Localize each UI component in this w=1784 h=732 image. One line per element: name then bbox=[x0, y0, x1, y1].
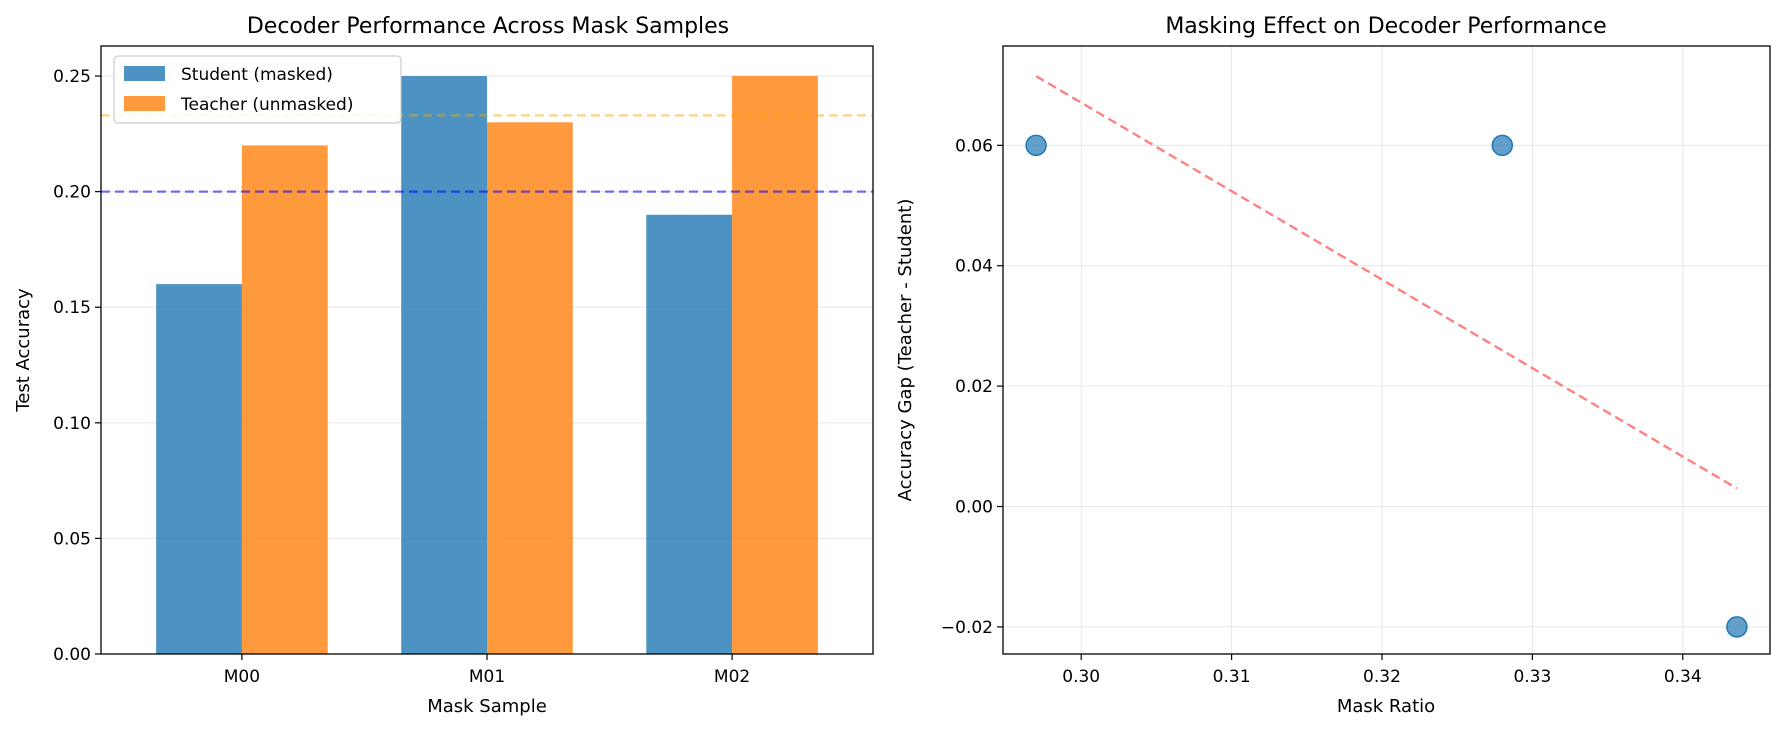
scatter-chart-frame bbox=[1002, 45, 1771, 655]
bar-chart-bars bbox=[156, 76, 818, 655]
bar-student-m02 bbox=[646, 214, 733, 655]
bar-chart-x-label: Mask Sample bbox=[427, 696, 547, 717]
scatter-chart-grid bbox=[1003, 46, 1770, 654]
bar-chart-title: Decoder Performance Across Mask Samples bbox=[247, 14, 729, 39]
legend-frame bbox=[113, 55, 402, 124]
scatter-chart-points bbox=[1025, 134, 1748, 638]
bar-x-tick-label: M02 bbox=[714, 667, 750, 687]
bar-x-tick-label: M00 bbox=[224, 667, 260, 687]
bar-teacher-m02 bbox=[732, 76, 818, 655]
bar-y-tick-label: 0.10 bbox=[53, 414, 91, 434]
legend-label-student: Student (masked) bbox=[181, 65, 333, 85]
bar-y-tick-label: 0.05 bbox=[53, 529, 91, 549]
bar-student-m01 bbox=[401, 76, 487, 655]
scatter-y-tick-label: −0.02 bbox=[941, 618, 993, 638]
scatter-point-2 bbox=[1726, 616, 1748, 638]
scatter-chart-trend-line bbox=[1035, 75, 1738, 490]
scatter-y-tick-label: 0.04 bbox=[955, 257, 993, 277]
bar-chart-y-label: Test Accuracy bbox=[13, 288, 34, 413]
bar-student-m00 bbox=[156, 284, 242, 654]
scatter-x-tick-label: 0.32 bbox=[1363, 667, 1401, 687]
scatter-chart-x-label: Mask Ratio bbox=[1337, 696, 1435, 717]
scatter-chart-panel: Masking Effect on Decoder Performance −0… bbox=[895, 14, 1771, 717]
scatter-x-tick-label: 0.31 bbox=[1213, 667, 1251, 687]
bar-chart-y-ticks: 0.00 0.05 0.10 0.15 0.20 0.25 bbox=[53, 67, 101, 665]
bar-y-tick-label: 0.15 bbox=[53, 298, 91, 318]
bar-x-tick-label: M01 bbox=[469, 667, 505, 687]
scatter-y-tick-label: 0.00 bbox=[955, 498, 993, 518]
scatter-trend-line bbox=[1035, 75, 1738, 490]
scatter-x-tick-label: 0.33 bbox=[1513, 667, 1551, 687]
legend-swatch-teacher bbox=[124, 96, 165, 111]
legend-label-teacher: Teacher (unmasked) bbox=[180, 95, 353, 115]
scatter-point-1 bbox=[1491, 134, 1514, 157]
bar-y-tick-label: 0.25 bbox=[53, 67, 91, 87]
legend-swatch-student bbox=[124, 66, 165, 81]
bar-chart-x-ticks: M00 M01 M02 bbox=[224, 654, 750, 687]
scatter-y-tick-label: 0.02 bbox=[955, 377, 993, 397]
bar-y-tick-label: 0.20 bbox=[53, 183, 91, 203]
bar-teacher-m00 bbox=[241, 145, 328, 654]
scatter-y-tick-label: 0.06 bbox=[955, 136, 993, 156]
bar-chart-legend: Student (masked) Teacher (unmasked) bbox=[113, 55, 402, 124]
scatter-x-tick-label: 0.34 bbox=[1664, 667, 1702, 687]
scatter-x-tick-label: 0.30 bbox=[1062, 667, 1100, 687]
scatter-point-0 bbox=[1025, 134, 1047, 157]
scatter-chart-y-ticks: −0.02 0.00 0.02 0.04 0.06 bbox=[941, 136, 1003, 638]
bar-y-tick-label: 0.00 bbox=[53, 645, 91, 665]
scatter-chart-x-ticks: 0.30 0.31 0.32 0.33 0.34 bbox=[1062, 654, 1702, 687]
scatter-chart-title: Masking Effect on Decoder Performance bbox=[1165, 14, 1606, 39]
bar-chart-panel: Decoder Performance Across Mask Samples … bbox=[13, 14, 874, 717]
bar-teacher-m01 bbox=[487, 122, 573, 655]
scatter-chart-y-label: Accuracy Gap (Teacher - Student) bbox=[895, 199, 916, 502]
